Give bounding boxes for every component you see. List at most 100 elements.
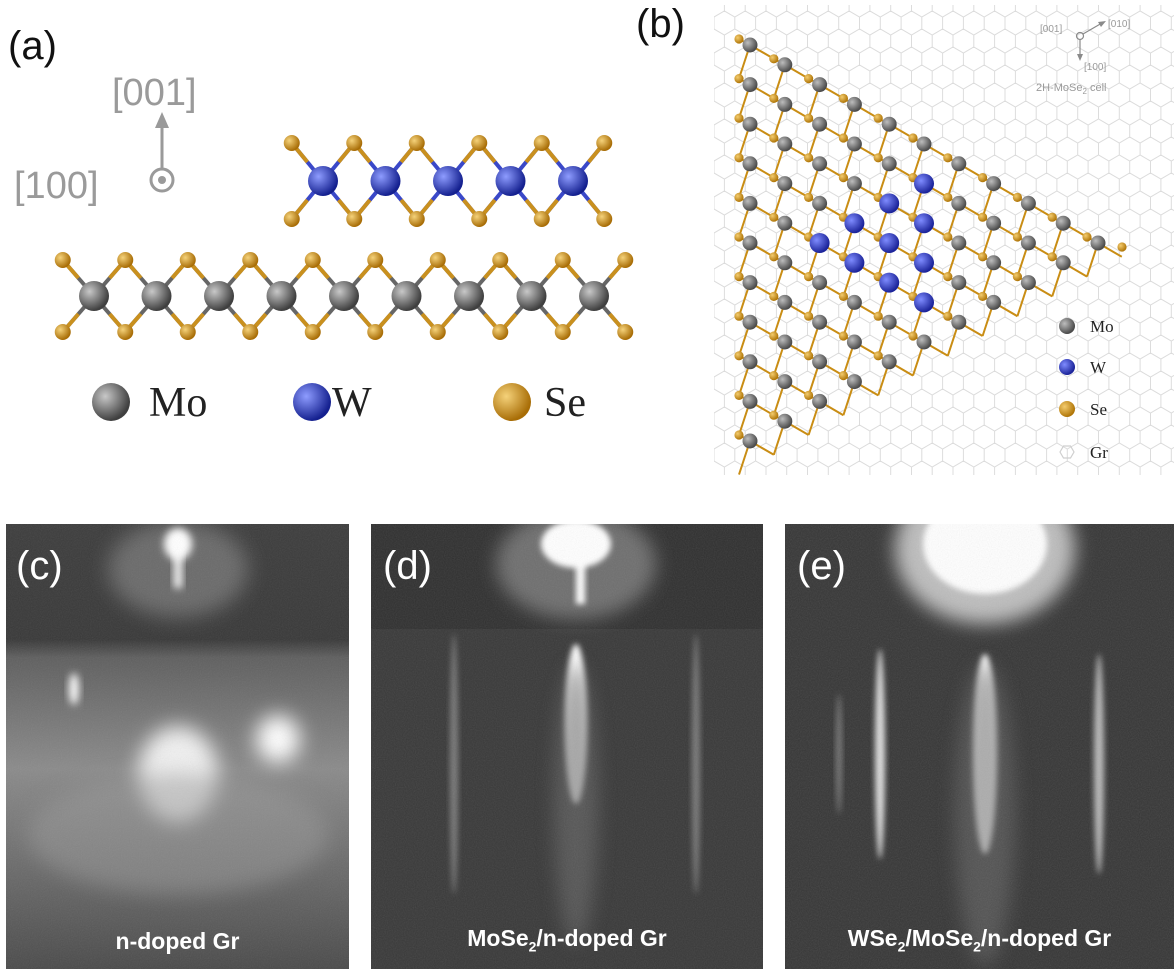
panel-b-axes: [001] [010] [100] 2H-MoSe2 cell [1036, 19, 1130, 96]
se-atom [179, 252, 196, 268]
mo-atom [1090, 235, 1106, 251]
mo-atom [846, 136, 862, 152]
legend-mo-sphere [92, 383, 130, 421]
mo-atom [742, 77, 758, 93]
metal-atom [79, 281, 109, 311]
mo-atom [951, 235, 967, 251]
se-atom [408, 211, 425, 227]
se-atom [769, 93, 779, 103]
mo-atom [742, 314, 758, 330]
mo-atom [777, 176, 793, 192]
mo-atom [812, 354, 828, 370]
se-atom [54, 324, 71, 340]
se-atom [283, 211, 300, 227]
se-atom [943, 192, 953, 202]
w-atom [844, 252, 865, 273]
se-atom [554, 252, 571, 268]
se-atom [367, 324, 384, 340]
panel-b-label: (b) [636, 2, 685, 46]
se-atom [283, 135, 300, 151]
mo-atom [777, 374, 793, 390]
se-atom [117, 324, 134, 340]
se-atom [1012, 272, 1022, 282]
se-atom [242, 324, 259, 340]
mo-atom [742, 37, 758, 53]
metal-atom [579, 281, 609, 311]
mo-atom [812, 393, 828, 409]
se-atom [734, 232, 744, 242]
mo-atom [812, 116, 828, 132]
mo-atom [812, 156, 828, 172]
se-atom [617, 324, 634, 340]
metal-atom [454, 281, 484, 311]
rheed-panel-d: (d) MoSe2/n-doped Gr [371, 524, 763, 969]
mo-atom [1020, 275, 1036, 291]
panel-a-legend: Mo W Se [92, 380, 586, 426]
metal-atom [516, 281, 547, 311]
se-atom [978, 291, 988, 301]
se-atom [117, 252, 134, 268]
panel-b-structure: [001] [010] [100] 2H-MoSe2 cell Mo W Se … [714, 5, 1174, 475]
se-atom [596, 135, 613, 151]
mo-atom [812, 314, 828, 330]
se-atom [492, 324, 509, 340]
rheed-c-pattern [6, 524, 349, 969]
se-atom [734, 74, 744, 84]
mo-atom [986, 255, 1002, 271]
w-atom [879, 193, 900, 214]
mo-atom [812, 195, 828, 211]
se-atom [596, 211, 613, 227]
se-atom [617, 252, 634, 268]
se-atom [179, 324, 196, 340]
mo-atom [742, 235, 758, 251]
se-atom [838, 93, 848, 103]
panel-d-caption: MoSe2/n-doped Gr [467, 925, 667, 955]
se-atom [533, 211, 550, 227]
rheed-panel-e: (e) WSe2/MoSe2/n-doped Gr [785, 524, 1174, 969]
mo-atom [846, 374, 862, 390]
w-atom [914, 252, 934, 273]
se-atom [804, 390, 814, 400]
se-atom [873, 311, 883, 321]
panel-a-label: (a) [8, 24, 57, 68]
se-atom [242, 252, 259, 268]
metal-atom [329, 281, 359, 311]
axis-001-label: [001] [112, 72, 197, 114]
metal-atom [308, 166, 338, 196]
panel-c-caption: n-doped Gr [115, 928, 240, 954]
panel-e-caption: WSe2/MoSe2/n-doped Gr [847, 925, 1112, 955]
mo-atom [881, 116, 897, 132]
se-atom [54, 252, 71, 268]
mose2-layer [54, 252, 634, 340]
legend-w-sphere [293, 383, 331, 421]
mo-atom [777, 57, 793, 73]
legend-se-sphere [493, 383, 531, 421]
mo-atom [951, 195, 967, 211]
se-atom [734, 351, 744, 361]
metal-atom [370, 166, 401, 196]
mo-atom [812, 275, 828, 291]
se-atom [1047, 212, 1057, 222]
mo-atom [777, 294, 793, 310]
mo-atom [777, 136, 793, 152]
metal-atom [558, 166, 588, 196]
metal-atom [495, 166, 526, 196]
se-atom [978, 173, 988, 183]
legend-b-se: Se [1090, 400, 1107, 419]
legend-a-se: Se [544, 380, 586, 426]
mo-atom [1055, 215, 1071, 231]
se-atom [429, 252, 446, 268]
b-axis-010: [010] [1108, 19, 1130, 30]
se-atom [873, 153, 883, 163]
se-atom [734, 153, 744, 163]
se-atom [769, 371, 779, 381]
mo-atom [742, 275, 758, 291]
se-atom [304, 252, 321, 268]
panel-a-structure: [001] [100] Mo W Se [14, 72, 634, 426]
mo-atom [881, 314, 897, 330]
panel-c-label: (c) [16, 544, 63, 588]
mo-atom [881, 354, 897, 370]
se-atom [734, 192, 744, 202]
se-atom [492, 252, 509, 268]
se-atom [838, 133, 848, 143]
